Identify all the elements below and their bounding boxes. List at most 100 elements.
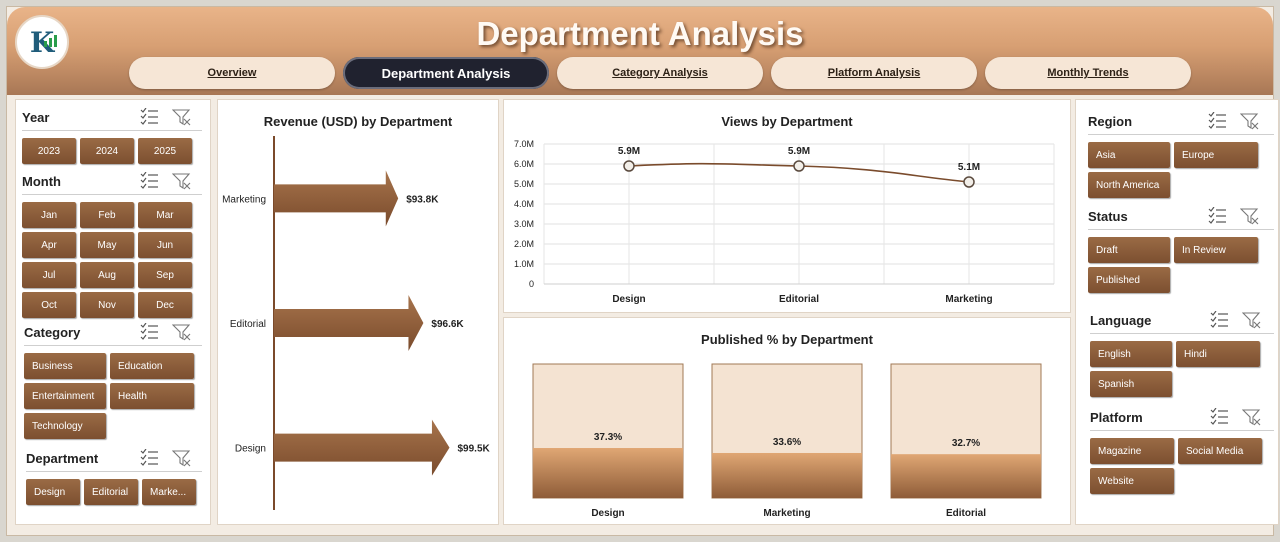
revenue-chart-panel: Revenue (USD) by Department Marketing $93…	[217, 99, 499, 525]
platform-option-magazine[interactable]: Magazine	[1090, 438, 1174, 464]
multi-select-icon[interactable]	[1210, 311, 1230, 329]
department-option-editorial[interactable]: Editorial	[84, 479, 138, 505]
year-option-2025[interactable]: 2025	[138, 138, 192, 164]
clear-filter-icon[interactable]	[1242, 408, 1262, 426]
year-slicer-title: Year	[22, 110, 50, 125]
month-option-apr[interactable]: Apr	[22, 232, 76, 258]
clear-filter-icon[interactable]	[172, 172, 192, 190]
views-chart-panel: Views by Department 0 1.0M 2.0M 3.0M 4.0M 5.0…	[503, 99, 1071, 313]
status-option-published[interactable]: Published	[1088, 267, 1170, 293]
region-option-asia[interactable]: Asia	[1088, 142, 1170, 168]
status-option-draft[interactable]: Draft	[1088, 237, 1170, 263]
views-ytick-label: 3.0M	[514, 219, 534, 229]
views-data-label: 5.1M	[958, 162, 980, 173]
header: K Department Analysis Overview Departmen…	[7, 7, 1273, 95]
published-data-label: 32.7%	[952, 438, 980, 449]
department-option-design[interactable]: Design	[26, 479, 80, 505]
month-option-jan[interactable]: Jan	[22, 202, 76, 228]
views-ytick-label: 6.0M	[514, 159, 534, 169]
views-chart: 0 1.0M 2.0M 3.0M 4.0M 5.0M 6.0M 7.0M 5.9M Design 5…	[514, 139, 1055, 305]
language-slicer-divider	[1090, 333, 1274, 334]
platform-slicer-divider	[1090, 430, 1274, 431]
category-slicer-title: Category	[24, 325, 81, 340]
department-option-marke[interactable]: Marke...	[142, 479, 196, 505]
views-ytick-label: 2.0M	[514, 239, 534, 249]
month-option-aug[interactable]: Aug	[80, 262, 134, 288]
platform-slicer-title: Platform	[1090, 410, 1143, 425]
revenue-data-label: $96.6K	[431, 319, 464, 330]
views-point	[793, 160, 805, 172]
month-option-nov[interactable]: Nov	[80, 292, 134, 318]
clear-filter-icon[interactable]	[1240, 207, 1260, 225]
views-ytick-label: 7.0M	[514, 139, 534, 149]
status-slicer-divider	[1088, 229, 1274, 230]
category-option-health[interactable]: Health	[110, 383, 194, 409]
platform-option-website[interactable]: Website	[1090, 468, 1174, 494]
platform-option-social-media[interactable]: Social Media	[1178, 438, 1262, 464]
left-slicer-panel: Year 2023 2024 2025 Month Jan Feb Mar Apr May Jun J…	[15, 99, 211, 525]
category-option-business[interactable]: Business	[24, 353, 106, 379]
multi-select-icon[interactable]	[1210, 408, 1230, 426]
clear-filter-icon[interactable]	[172, 449, 192, 467]
category-option-entertainment[interactable]: Entertainment	[24, 383, 106, 409]
year-slicer-divider	[22, 130, 202, 131]
month-option-feb[interactable]: Feb	[80, 202, 134, 228]
month-option-sep[interactable]: Sep	[138, 262, 192, 288]
language-option-hindi[interactable]: Hindi	[1176, 341, 1260, 367]
views-data-label: 5.9M	[618, 146, 640, 157]
published-fill-editorial	[891, 454, 1041, 498]
published-data-label: 37.3%	[594, 432, 622, 443]
published-data-label: 33.6%	[773, 437, 801, 448]
tab-monthly-trends[interactable]: Monthly Trends	[985, 57, 1191, 89]
region-slicer-title: Region	[1088, 114, 1133, 129]
clear-filter-icon[interactable]	[172, 108, 192, 126]
clear-filter-icon[interactable]	[1240, 112, 1260, 130]
company-logo: K	[15, 15, 69, 69]
views-ytick-label: 4.0M	[514, 199, 534, 209]
language-option-spanish[interactable]: Spanish	[1090, 371, 1172, 397]
status-option-in-review[interactable]: In Review	[1174, 237, 1258, 263]
clear-filter-icon[interactable]	[1242, 311, 1262, 329]
revenue-category-label: Editorial	[230, 319, 266, 330]
multi-select-icon[interactable]	[1208, 112, 1228, 130]
published-category-label: Design	[591, 508, 624, 519]
revenue-bar-marketing	[274, 170, 399, 227]
clear-filter-icon[interactable]	[172, 323, 192, 341]
multi-select-icon[interactable]	[140, 108, 160, 126]
category-option-technology[interactable]: Technology	[24, 413, 106, 439]
published-fill-design	[533, 448, 683, 498]
dashboard-frame: K Department Analysis Overview Departmen…	[6, 6, 1279, 536]
tab-overview[interactable]: Overview	[129, 57, 335, 89]
category-option-education[interactable]: Education	[110, 353, 194, 379]
year-option-2023[interactable]: 2023	[22, 138, 76, 164]
month-option-oct[interactable]: Oct	[22, 292, 76, 318]
multi-select-icon[interactable]	[140, 449, 160, 467]
year-option-2024[interactable]: 2024	[80, 138, 134, 164]
multi-select-icon[interactable]	[140, 172, 160, 190]
views-point	[623, 160, 635, 172]
multi-select-icon[interactable]	[140, 323, 160, 341]
month-slicer-divider	[22, 194, 202, 195]
month-option-mar[interactable]: Mar	[138, 202, 192, 228]
revenue-category-label: Design	[235, 444, 266, 455]
views-category-label: Editorial	[779, 294, 819, 305]
tab-platform-analysis[interactable]: Platform Analysis	[771, 57, 977, 89]
department-slicer-title: Department	[26, 451, 99, 466]
views-category-label: Design	[612, 294, 645, 305]
month-option-jul[interactable]: Jul	[22, 262, 76, 288]
language-slicer-title: Language	[1090, 313, 1152, 328]
tab-department-analysis[interactable]: Department Analysis	[343, 57, 549, 89]
revenue-bar-design	[274, 419, 450, 476]
department-slicer-divider	[26, 471, 202, 472]
month-option-may[interactable]: May	[80, 232, 134, 258]
region-option-europe[interactable]: Europe	[1174, 142, 1258, 168]
multi-select-icon[interactable]	[1208, 207, 1228, 225]
views-category-label: Marketing	[945, 294, 992, 305]
month-option-jun[interactable]: Jun	[138, 232, 192, 258]
region-option-north-america[interactable]: North America	[1088, 172, 1170, 198]
category-slicer-divider	[24, 345, 202, 346]
tab-category-analysis[interactable]: Category Analysis	[557, 57, 763, 89]
views-ytick-label: 0	[529, 279, 534, 289]
month-option-dec[interactable]: Dec	[138, 292, 192, 318]
language-option-english[interactable]: English	[1090, 341, 1172, 367]
